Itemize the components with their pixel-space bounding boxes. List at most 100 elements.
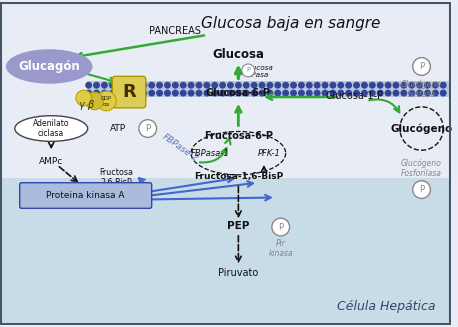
Circle shape	[196, 82, 202, 89]
Text: R: R	[122, 83, 136, 101]
Circle shape	[353, 90, 360, 96]
Text: Piruvato: Piruvato	[218, 268, 258, 278]
Circle shape	[86, 92, 104, 110]
Circle shape	[345, 90, 352, 96]
Text: Glucosa-6-P: Glucosa-6-P	[206, 88, 271, 98]
Text: Fructosa-1,6-BisP: Fructosa-1,6-BisP	[194, 172, 283, 181]
Circle shape	[369, 90, 376, 96]
Circle shape	[93, 90, 100, 96]
Text: Glucagón: Glucagón	[18, 60, 80, 73]
Circle shape	[361, 82, 368, 89]
Circle shape	[109, 82, 116, 89]
Circle shape	[400, 82, 407, 89]
Circle shape	[243, 90, 250, 96]
Text: ATP: ATP	[110, 124, 126, 133]
Circle shape	[413, 58, 431, 75]
Circle shape	[306, 90, 313, 96]
Circle shape	[211, 82, 218, 89]
Circle shape	[140, 90, 147, 96]
Circle shape	[101, 82, 108, 89]
Text: Pir
kinasa: Pir kinasa	[268, 239, 293, 258]
Circle shape	[440, 90, 447, 96]
Circle shape	[282, 82, 289, 89]
Circle shape	[125, 82, 131, 89]
Text: FBPase-2: FBPase-2	[161, 133, 200, 164]
FancyBboxPatch shape	[20, 183, 152, 208]
Text: FBPasa-1: FBPasa-1	[191, 149, 229, 158]
Circle shape	[408, 82, 415, 89]
Circle shape	[298, 82, 305, 89]
Circle shape	[180, 90, 187, 96]
Circle shape	[235, 82, 242, 89]
Circle shape	[400, 90, 407, 96]
Circle shape	[242, 64, 255, 77]
Circle shape	[219, 90, 226, 96]
Circle shape	[196, 90, 202, 96]
Circle shape	[424, 82, 431, 89]
Circle shape	[180, 82, 187, 89]
FancyBboxPatch shape	[112, 76, 146, 108]
Circle shape	[369, 82, 376, 89]
Circle shape	[393, 82, 399, 89]
Circle shape	[188, 82, 195, 89]
Circle shape	[148, 90, 155, 96]
Circle shape	[109, 90, 116, 96]
Text: PEP: PEP	[227, 221, 250, 231]
Circle shape	[203, 82, 210, 89]
Circle shape	[267, 90, 273, 96]
Circle shape	[416, 82, 423, 89]
Ellipse shape	[15, 116, 87, 141]
Circle shape	[424, 90, 431, 96]
Circle shape	[172, 82, 179, 89]
Circle shape	[353, 82, 360, 89]
Circle shape	[377, 90, 384, 96]
Circle shape	[243, 82, 250, 89]
Text: P: P	[246, 67, 250, 74]
Circle shape	[274, 82, 281, 89]
Text: Glucosa baja en sangre: Glucosa baja en sangre	[201, 16, 380, 31]
Text: Glucosa
6-Pasa: Glucosa 6-Pasa	[244, 64, 273, 77]
Text: Célula Hepática: Célula Hepática	[337, 300, 436, 313]
Circle shape	[219, 82, 226, 89]
Text: PFK-1: PFK-1	[257, 149, 280, 158]
Circle shape	[164, 90, 171, 96]
Circle shape	[298, 90, 305, 96]
Circle shape	[314, 90, 321, 96]
Circle shape	[259, 82, 266, 89]
Text: P: P	[419, 185, 424, 194]
Text: αs: αs	[103, 102, 110, 107]
Text: PANCREAS: PANCREAS	[149, 26, 201, 36]
FancyBboxPatch shape	[0, 3, 451, 324]
Circle shape	[440, 82, 447, 89]
Circle shape	[322, 90, 328, 96]
Circle shape	[259, 90, 266, 96]
Circle shape	[385, 82, 392, 89]
Text: Proteina kinasa A: Proteina kinasa A	[46, 191, 125, 200]
Circle shape	[97, 91, 116, 111]
Circle shape	[132, 90, 139, 96]
Circle shape	[148, 82, 155, 89]
Circle shape	[101, 90, 108, 96]
Text: Fructosa-6-P: Fructosa-6-P	[204, 130, 273, 141]
Text: Glucógeno
Fosforilasa: Glucógeno Fosforilasa	[401, 158, 442, 178]
Circle shape	[156, 82, 163, 89]
Circle shape	[329, 82, 336, 89]
Circle shape	[345, 82, 352, 89]
Circle shape	[235, 90, 242, 96]
Circle shape	[393, 90, 399, 96]
Text: Glucógeno: Glucógeno	[391, 123, 453, 134]
Circle shape	[290, 90, 297, 96]
Text: β: β	[87, 100, 94, 110]
Circle shape	[164, 82, 171, 89]
Circle shape	[290, 82, 297, 89]
Circle shape	[338, 90, 344, 96]
Circle shape	[274, 90, 281, 96]
Circle shape	[76, 90, 92, 106]
Text: GDP: GDP	[101, 96, 112, 101]
Text: γ: γ	[78, 100, 84, 110]
Circle shape	[338, 82, 344, 89]
Circle shape	[117, 82, 124, 89]
Circle shape	[361, 90, 368, 96]
FancyBboxPatch shape	[87, 81, 449, 97]
Text: P: P	[278, 223, 284, 232]
